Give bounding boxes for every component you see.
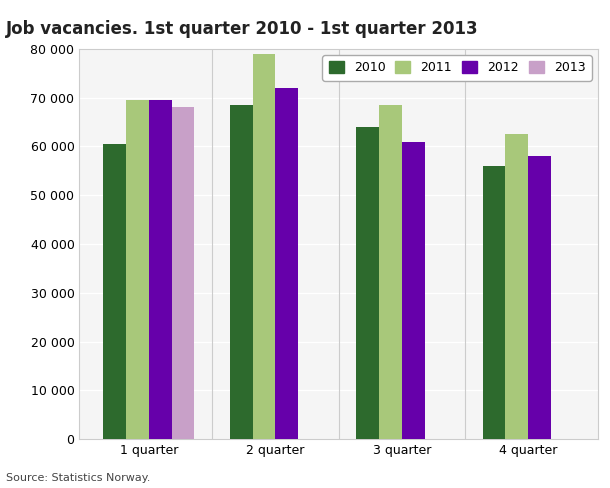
- Bar: [275, 88, 298, 439]
- Bar: [126, 100, 149, 439]
- Bar: [171, 107, 195, 439]
- Bar: [528, 156, 551, 439]
- Bar: [356, 127, 379, 439]
- Bar: [402, 142, 425, 439]
- Bar: [230, 105, 253, 439]
- Bar: [253, 54, 275, 439]
- Bar: [483, 166, 506, 439]
- Text: Job vacancies. 1st quarter 2010 - 1st quarter 2013: Job vacancies. 1st quarter 2010 - 1st qu…: [6, 20, 479, 38]
- Text: Source: Statistics Norway.: Source: Statistics Norway.: [6, 473, 151, 483]
- Bar: [379, 105, 402, 439]
- Bar: [506, 134, 528, 439]
- Bar: [149, 100, 171, 439]
- Bar: [103, 144, 126, 439]
- Legend: 2010, 2011, 2012, 2013: 2010, 2011, 2012, 2013: [323, 55, 592, 81]
